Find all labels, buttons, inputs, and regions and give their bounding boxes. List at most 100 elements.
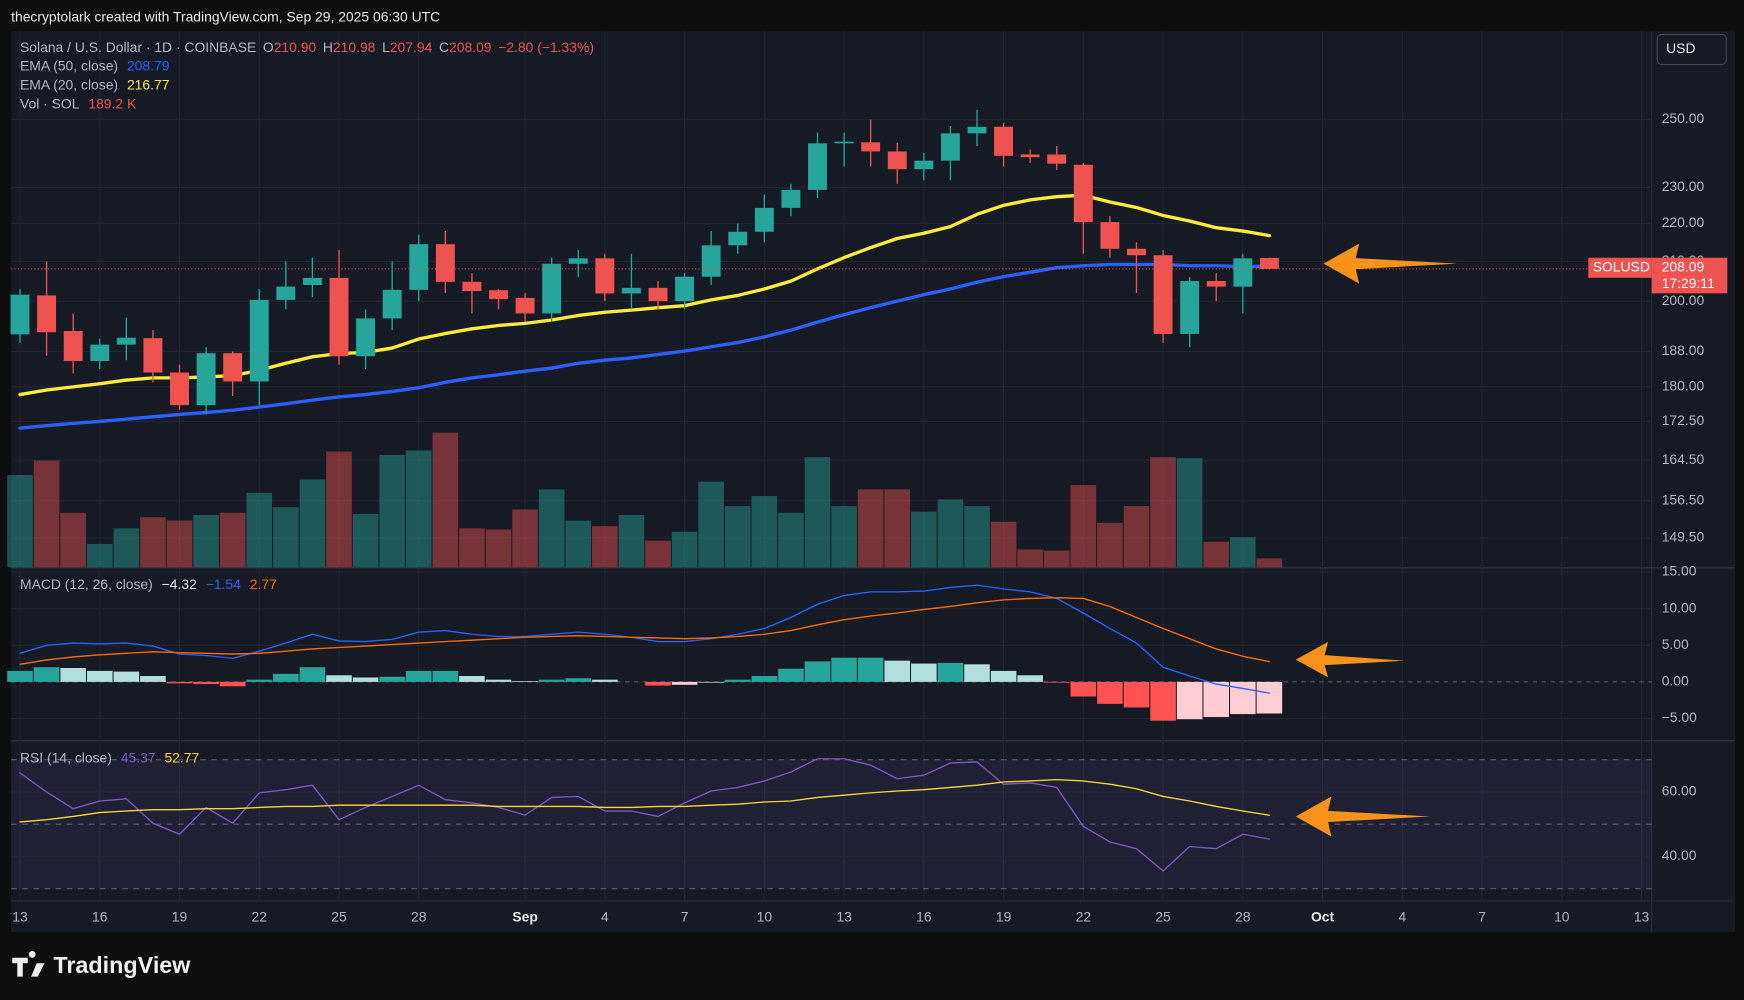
volume-bar — [1150, 457, 1176, 568]
x-tick-label: 13 — [836, 908, 852, 924]
volume-bar — [326, 451, 352, 568]
macd-histogram-bar — [538, 679, 565, 682]
candle-body — [37, 295, 57, 333]
volume-bar — [804, 457, 831, 568]
candle-body — [967, 126, 987, 134]
x-tick-label: 19 — [172, 908, 188, 924]
y-tick-label: 250.00 — [1662, 110, 1705, 126]
candle-body — [276, 286, 296, 300]
candle-body — [143, 338, 163, 373]
y-tick-label: 188.00 — [1662, 342, 1705, 358]
candle-body — [462, 281, 482, 292]
volume-bar — [379, 454, 405, 568]
y-tick-label: −5.00 — [1662, 709, 1697, 725]
macd-histogram-bar — [911, 663, 937, 682]
macd-histogram-bar — [937, 662, 964, 682]
x-tick-label: 22 — [252, 908, 268, 924]
y-tick-label: 180.00 — [1662, 378, 1705, 394]
x-tick-label: 13 — [12, 908, 28, 924]
candle-body — [1073, 164, 1093, 223]
candle-body — [914, 160, 934, 170]
volume-bar — [33, 460, 60, 568]
x-tick-label: 16 — [92, 908, 108, 924]
logo-icon — [12, 951, 45, 977]
macd-histogram-bar — [1043, 681, 1070, 683]
legend-item: H — [323, 39, 333, 55]
currency-button[interactable] — [1656, 33, 1727, 66]
macd-histogram-bar — [352, 677, 379, 682]
legend-item: 208.09 — [449, 39, 492, 55]
legend-item: 216.77 — [127, 76, 170, 92]
legend: EMA (50, close) 208.79 — [20, 57, 170, 73]
macd-histogram-bar — [326, 675, 352, 682]
brand-logo: TradingView — [12, 951, 191, 978]
candle-body — [542, 263, 562, 314]
macd-histogram-bar — [804, 661, 831, 682]
volume-bar — [964, 506, 990, 568]
volume-bar — [565, 520, 592, 568]
macd-line — [19, 596, 1271, 665]
x-tick-label: Sep — [512, 908, 537, 924]
y-tick-label: 164.50 — [1662, 451, 1705, 467]
legend-item: Vol · SOL — [20, 95, 80, 111]
legend-item: RSI (14, close) — [20, 749, 112, 765]
macd-histogram-bar — [1256, 681, 1283, 714]
volume-bar — [778, 512, 804, 568]
legend-item: 207.94 — [390, 39, 433, 55]
x-tick-label: Oct — [1311, 908, 1335, 924]
macd-histogram-bar — [60, 667, 86, 682]
x-tick-label: 25 — [1155, 908, 1171, 924]
x-tick-label: 28 — [1235, 908, 1251, 924]
macd-histogram-bar — [219, 681, 246, 687]
volume-bar — [592, 526, 618, 568]
macd-histogram-bar — [86, 670, 113, 682]
macd-histogram-bar — [1017, 675, 1043, 682]
macd-histogram-bar — [698, 681, 724, 683]
currency[interactable]: USD — [1666, 40, 1695, 56]
macd-histogram-bar — [1097, 681, 1123, 704]
volume-bar — [671, 531, 698, 568]
volume-bar — [352, 513, 379, 568]
volume-bar — [219, 512, 246, 568]
rsi-line — [19, 758, 1271, 872]
volume-bar — [698, 481, 724, 568]
candle-body — [329, 277, 349, 357]
macd-histogram-bar — [485, 679, 512, 682]
macd-histogram-bar — [645, 681, 671, 686]
candle-body — [90, 344, 110, 362]
candle-body — [170, 372, 189, 406]
ema-line — [18, 262, 1272, 430]
legend-item: EMA (50, close) — [20, 57, 118, 73]
price-label-bg — [1588, 257, 1652, 278]
volume-bar — [512, 509, 538, 568]
macd-histogram-bar — [671, 681, 698, 685]
macd-histogram-bar — [405, 670, 432, 682]
volume-bar — [273, 507, 299, 568]
volume-bar — [1017, 549, 1043, 568]
volume-bar — [831, 506, 857, 568]
volume-bar — [1097, 522, 1123, 568]
candle-body — [675, 276, 695, 302]
volume-bar — [86, 543, 113, 568]
volume-bar — [246, 492, 273, 568]
volume-bar — [857, 489, 884, 568]
rsi-band — [11, 759, 1652, 889]
macd-histogram-bar — [1176, 681, 1203, 720]
y-tick-label: 0.00 — [1662, 673, 1689, 689]
macd-histogram-bar — [1070, 681, 1097, 697]
legend-item: −1.54 — [206, 576, 241, 592]
macd-histogram-bar — [33, 667, 60, 682]
price-label-bg — [1651, 257, 1728, 294]
volume-bar — [299, 479, 326, 568]
macd-histogram-bar — [379, 676, 405, 682]
candle-body — [701, 245, 721, 277]
volume-bar — [1043, 550, 1070, 568]
y-tick-label: 15.00 — [1662, 563, 1697, 579]
plot: 13 16 19 22 25 28 Sep 4 7 10 13 16 19 22 25 28 Oct 4 7 10 13… — [7, 31, 1736, 933]
candle-body — [196, 353, 216, 406]
candle-body — [940, 133, 960, 161]
volume-bar — [459, 528, 485, 568]
volume-bar — [1070, 484, 1097, 568]
candle-body — [435, 244, 455, 282]
